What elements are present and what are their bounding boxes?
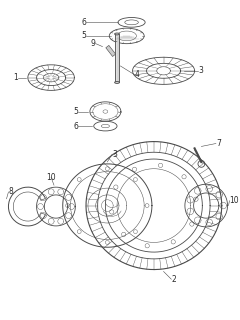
- Text: 4: 4: [134, 70, 139, 79]
- Text: 2: 2: [171, 275, 176, 284]
- Text: 10: 10: [229, 196, 239, 205]
- Text: 5: 5: [73, 107, 78, 116]
- Polygon shape: [106, 45, 116, 57]
- Ellipse shape: [115, 82, 120, 84]
- Bar: [115, 34, 120, 83]
- Text: 10: 10: [46, 173, 56, 182]
- Text: 3: 3: [198, 66, 203, 75]
- Ellipse shape: [115, 33, 120, 35]
- Text: 7: 7: [216, 139, 221, 148]
- Text: 3: 3: [112, 150, 117, 159]
- Text: 6: 6: [73, 122, 78, 131]
- Text: 6: 6: [81, 18, 86, 27]
- Text: 1: 1: [13, 73, 18, 82]
- Text: 9: 9: [91, 39, 96, 48]
- Text: 5: 5: [81, 31, 86, 40]
- Text: 8: 8: [8, 188, 13, 196]
